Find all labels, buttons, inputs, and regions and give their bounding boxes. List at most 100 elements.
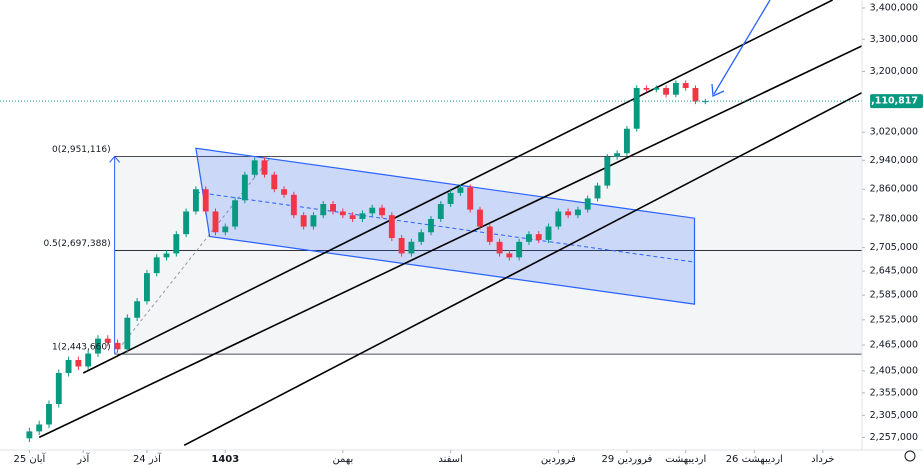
- candle-body: [300, 215, 307, 227]
- candle-body: [486, 226, 493, 242]
- arrow-head: [711, 83, 725, 97]
- fib-arrow-head: [109, 155, 120, 163]
- arrow: [713, 0, 771, 95]
- candle-body: [183, 211, 190, 235]
- candle-body: [212, 211, 219, 233]
- x-tick-label: اردیبهشت: [665, 454, 706, 465]
- candle-body: [330, 203, 336, 212]
- x-tick-label: 26 اردیبهشت: [726, 454, 783, 465]
- candle-body: [653, 88, 660, 90]
- candle-body: [496, 241, 503, 254]
- candle-body: [192, 189, 199, 212]
- candle-body: [692, 88, 699, 102]
- candle-body: [604, 156, 611, 186]
- candle-body: [55, 373, 62, 405]
- candle-body: [623, 128, 630, 154]
- candle-body: [682, 83, 689, 89]
- candle-body: [114, 342, 121, 350]
- candle-body: [65, 359, 72, 374]
- candle-body: [134, 301, 141, 318]
- y-tick-label: 3,200,000: [870, 66, 918, 77]
- candle-body: [46, 404, 52, 425]
- candle-body: [310, 215, 317, 227]
- candle-body: [339, 211, 346, 216]
- x-tick-label: 25 آبان: [13, 452, 46, 465]
- candle-body: [95, 338, 101, 354]
- candle-body: [672, 83, 679, 95]
- y-tick-label: 2,405,000: [870, 365, 918, 376]
- candle-body: [75, 359, 82, 367]
- fib-label: 0.5(2,697,388): [43, 239, 110, 249]
- x-tick-label: خرداد: [811, 454, 834, 465]
- candle-body: [379, 207, 385, 216]
- y-tick-label: 2,860,000: [870, 184, 918, 195]
- last-price-label: 3,110,817: [865, 96, 919, 107]
- candle-body: [369, 207, 376, 214]
- candle-body: [36, 424, 43, 432]
- candle-body: [477, 209, 483, 227]
- y-tick-label: 2,585,000: [870, 290, 918, 301]
- candle-body: [418, 232, 425, 242]
- candle-body: [163, 253, 170, 258]
- candle-body: [232, 200, 239, 227]
- y-tick-label: 3,400,000: [870, 2, 918, 13]
- candle-body: [251, 160, 258, 175]
- candle-body: [663, 88, 670, 95]
- y-tick-label: 3,300,000: [870, 34, 918, 45]
- y-tick-label: 2,525,000: [870, 314, 918, 325]
- candle-body: [173, 234, 180, 254]
- y-tick-label: 2,940,000: [870, 155, 918, 166]
- candle-body: [281, 189, 288, 195]
- candle-body: [388, 215, 395, 238]
- candle-body: [467, 187, 474, 210]
- x-tick-label: فروردین: [541, 454, 576, 465]
- candle-body: [408, 241, 415, 254]
- candle-body: [359, 213, 366, 219]
- candle-body: [271, 174, 278, 190]
- x-tick-label: 29 فروردین: [602, 454, 653, 465]
- candle-body: [447, 192, 454, 204]
- candle-body: [143, 273, 150, 302]
- fib-label: 1(2,443,660): [52, 343, 111, 353]
- x-tick-label: اسفند: [438, 454, 462, 465]
- candle-body: [290, 194, 297, 216]
- last-price-tag: [870, 94, 923, 109]
- plot-area: [0, 0, 862, 447]
- candle-body: [222, 226, 229, 233]
- candle-body: [349, 215, 356, 219]
- candle-body: [261, 160, 268, 175]
- y-tick-label: 2,355,000: [870, 387, 918, 398]
- candle-body: [574, 209, 581, 216]
- candle-body: [202, 189, 209, 212]
- candle-body: [428, 218, 434, 233]
- y-tick-label: 2,645,000: [870, 266, 918, 277]
- y-tick-label: 2,465,000: [870, 340, 918, 351]
- candle-body: [124, 317, 131, 350]
- candle-body: [633, 88, 640, 129]
- candle-body: [85, 353, 92, 367]
- candle-body: [643, 88, 650, 90]
- settings-icon[interactable]: [904, 450, 916, 462]
- y-tick-label: 2,780,000: [870, 213, 918, 224]
- candle-body: [104, 338, 111, 343]
- pitchfork-line: [82, 0, 833, 374]
- x-tick-label: آذر: [76, 452, 90, 465]
- x-tick-label: 1403: [211, 454, 239, 465]
- candle-body: [506, 253, 513, 258]
- y-tick-label: 3,020,000: [870, 127, 918, 138]
- y-tick-label: 2,257,000: [870, 432, 918, 443]
- candle-body: [545, 226, 552, 240]
- candle-body: [565, 211, 572, 216]
- candle-body: [526, 234, 532, 242]
- candle-body: [241, 174, 248, 201]
- y-tick-label: 2,705,000: [870, 242, 918, 253]
- candle-body: [584, 198, 591, 210]
- candle-body: [320, 203, 327, 216]
- candle-body: [555, 211, 562, 227]
- y-tick-label: 2,305,000: [870, 410, 918, 421]
- candle-body: [398, 237, 405, 254]
- pitchfork-line: [183, 91, 862, 447]
- candle-body: [153, 257, 160, 274]
- candle-body: [594, 185, 601, 199]
